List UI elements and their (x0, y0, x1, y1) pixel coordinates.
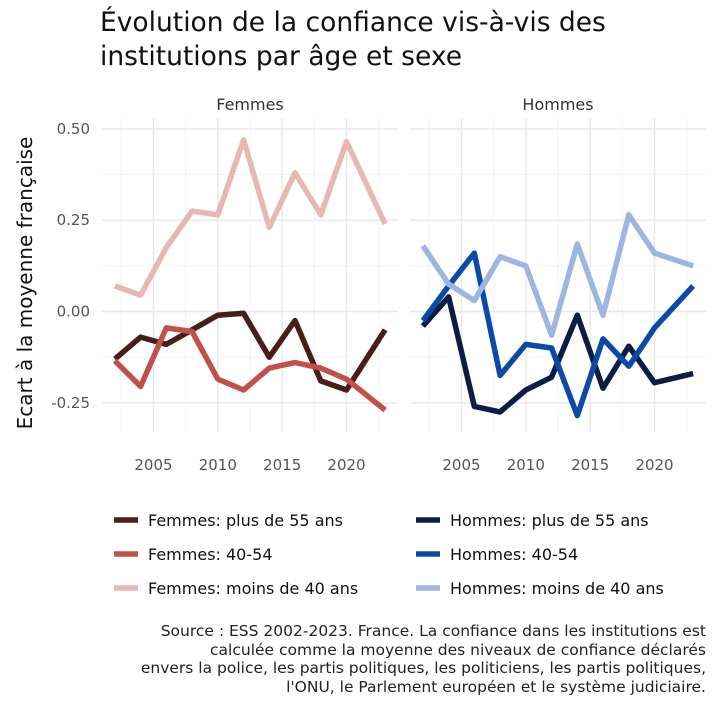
x-tick-label: 2010 (507, 456, 545, 474)
series-line-hommes-moins-de-40-ans (420, 212, 694, 338)
legend-label: Femmes: plus de 55 ans (148, 511, 343, 530)
y-tick-label: 0.50 (57, 120, 90, 138)
series-line-hommes-40-54 (420, 250, 696, 419)
legend-label: Hommes: moins de 40 ans (450, 579, 664, 598)
panel-label-femmes: Femmes (216, 95, 284, 114)
chart-title-line-2: institutions par âge et sexe (100, 41, 462, 72)
legend-label: Femmes: moins de 40 ans (148, 579, 358, 598)
series-line-femmes-40-54 (112, 325, 387, 413)
x-tick-label: 2010 (199, 456, 237, 474)
panel-label-hommes: Hommes (522, 95, 593, 114)
caption-line-2: calculée comme la moyenne des niveaux de… (210, 640, 706, 659)
caption-line-1: Source : ESS 2002-2023. France. La confi… (160, 622, 706, 640)
x-tick-label: 2020 (327, 456, 365, 474)
legend-label: Hommes: 40-54 (450, 545, 578, 564)
y-tick-label: -0.25 (51, 394, 90, 412)
series-line-femmes-moins-de-40-ans (113, 137, 388, 298)
caption-line-3: envers la police, les partis politiques,… (140, 659, 706, 677)
y-axis-label: Ecart à la moyenne française (13, 137, 37, 430)
chart-title: Évolution de la confiance vis-à-vis des … (100, 6, 710, 74)
legend-label: Femmes: 40-54 (148, 545, 273, 564)
x-tick-label: 2020 (635, 456, 673, 474)
x-tick-label: 2015 (571, 456, 609, 474)
y-tick-label: 0.00 (57, 303, 90, 321)
chart-caption: Source : ESS 2002-2023. France. La confi… (6, 622, 706, 696)
y-tick-label: 0.25 (57, 211, 90, 229)
caption-line-4: l'ONU, le Parlement européen et le systè… (286, 677, 706, 696)
legend-label: Hommes: plus de 55 ans (450, 511, 649, 530)
x-tick-label: 2015 (263, 456, 301, 474)
x-tick-label: 2005 (134, 456, 172, 474)
chart-title-line-1: Évolution de la confiance vis-à-vis des (100, 7, 606, 38)
x-tick-label: 2005 (442, 456, 480, 474)
